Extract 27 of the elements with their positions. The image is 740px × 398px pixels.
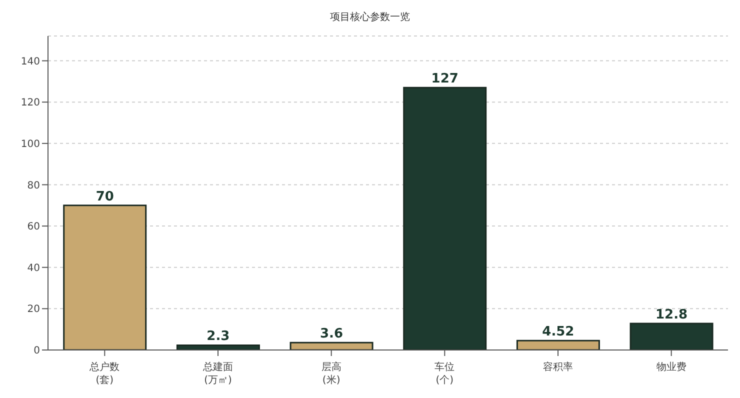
data-label: 4.52	[542, 324, 574, 340]
x-tick-label: 层高 (米)	[321, 361, 342, 386]
bar	[290, 342, 374, 350]
data-label: 127	[431, 72, 458, 87]
data-label: 2.3	[206, 329, 230, 344]
x-tick-label: 物业费	[656, 361, 686, 373]
chart-title: 项目核心参数一览	[329, 10, 411, 25]
y-tick-label: 120	[20, 98, 40, 109]
data-label: 70	[96, 189, 114, 204]
y-tick-label: 140	[20, 56, 40, 68]
data-label: 12.8	[655, 308, 688, 323]
bar	[516, 340, 600, 350]
bar	[403, 86, 487, 350]
y-tick-label: 60	[27, 222, 40, 233]
x-tick-label: 总户数 (套)	[88, 361, 120, 386]
bar	[630, 322, 714, 350]
y-tick-label: 0	[34, 346, 40, 357]
data-label: 3.6	[320, 326, 344, 342]
x-tick-label: 容积率	[543, 361, 573, 373]
y-tick-label: 40	[27, 262, 40, 274]
x-tick-label: 车位 (个)	[434, 361, 455, 386]
bar	[176, 344, 260, 350]
y-tick-label: 20	[27, 304, 40, 316]
x-tick-label: 总建面 (万㎡)	[202, 361, 233, 386]
y-tick-label: 80	[27, 180, 40, 192]
y-tick-label: 100	[20, 138, 40, 150]
bar	[63, 204, 147, 350]
